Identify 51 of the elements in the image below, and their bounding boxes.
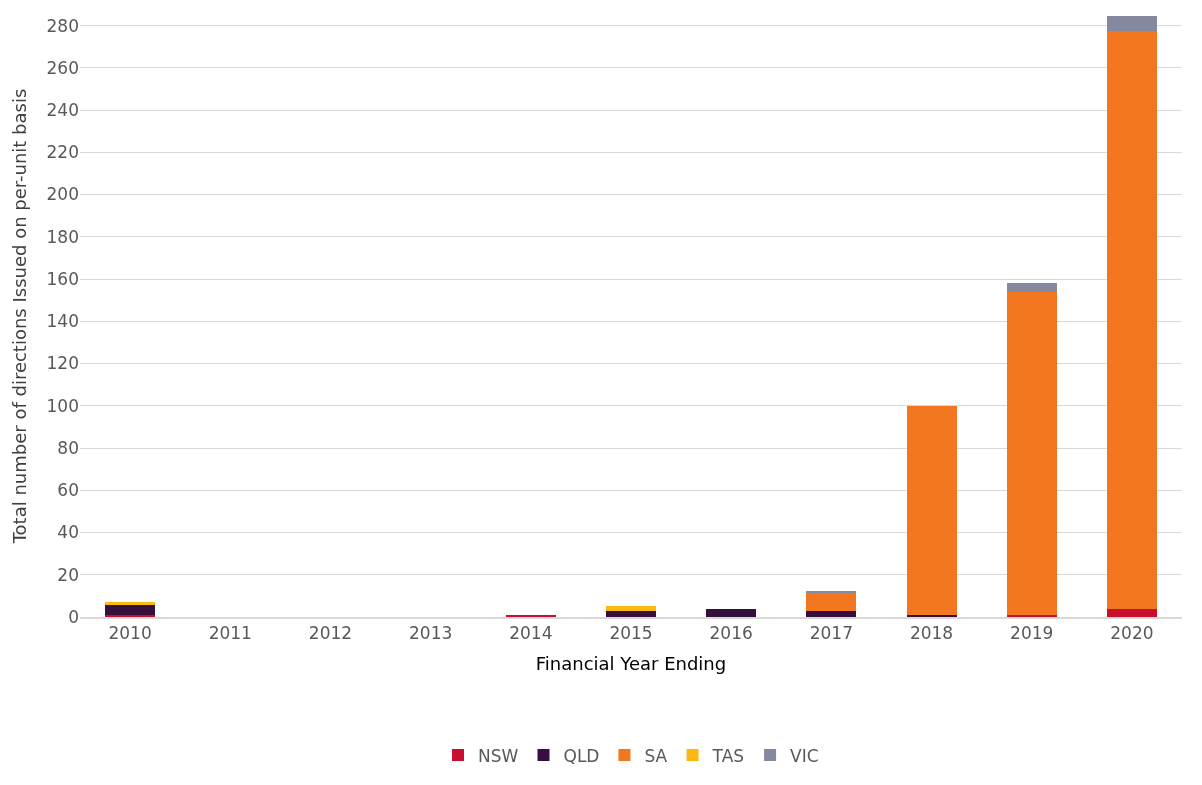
bar (105, 605, 156, 615)
x-tick-label: 2015 (609, 623, 653, 644)
bar (1006, 614, 1057, 617)
bar (1106, 608, 1157, 617)
y-tick-label: 240 (46, 100, 79, 120)
y-tick-label: 20 (57, 564, 79, 585)
y-tick-label: 200 (46, 184, 79, 205)
y-axis-title: Total number of directions Issued on per-unit basis (8, 88, 30, 545)
x-tick-label: 2012 (308, 623, 353, 644)
y-tick-label: 120 (46, 353, 79, 374)
bar (1106, 16, 1157, 31)
x-tick-label: 2017 (809, 623, 853, 644)
y-tick-label: 80 (57, 437, 79, 458)
y-tick-label: 260 (46, 57, 79, 78)
bar (806, 610, 857, 617)
x-tick-label: 2011 (208, 623, 252, 644)
y-tick-label: 280 (46, 15, 79, 36)
bar (605, 610, 657, 617)
y-tick-label: 160 (46, 268, 79, 289)
x-tick-label: 2018 (909, 623, 954, 644)
x-tick-label: 2010 (108, 623, 152, 644)
y-tick-label: 0 (68, 606, 79, 627)
y-tick-label: 180 (46, 226, 79, 247)
y-tick-label: 40 (57, 522, 79, 543)
x-axis-title: Financial Year Ending (535, 653, 727, 674)
x-tick-label: 2014 (509, 623, 553, 644)
bar (1106, 30, 1157, 609)
legend-label: VIC (790, 745, 819, 766)
bar (505, 614, 556, 617)
legend-label: SA (644, 745, 668, 766)
bar (906, 405, 957, 615)
y-tick-label: 220 (46, 142, 79, 163)
bar (906, 614, 957, 617)
y-tick-label: 140 (46, 311, 79, 332)
x-tick-label: 2013 (409, 623, 453, 644)
x-tick-label: 2016 (709, 623, 753, 644)
bar (706, 608, 757, 617)
bar (806, 592, 857, 611)
bar (105, 614, 156, 617)
legend-label: NSW (478, 745, 519, 766)
bar (105, 602, 156, 606)
legend-label: QLD (563, 745, 600, 766)
bar (806, 590, 857, 593)
bar (605, 606, 657, 611)
y-tick-label: 100 (46, 395, 79, 416)
y-tick-label: 60 (57, 480, 79, 501)
bar (1006, 291, 1057, 615)
x-tick-label: 2019 (1010, 623, 1054, 644)
legend-label: TAS (711, 745, 745, 766)
bar (1006, 283, 1057, 292)
x-tick-label: 2020 (1110, 623, 1154, 644)
